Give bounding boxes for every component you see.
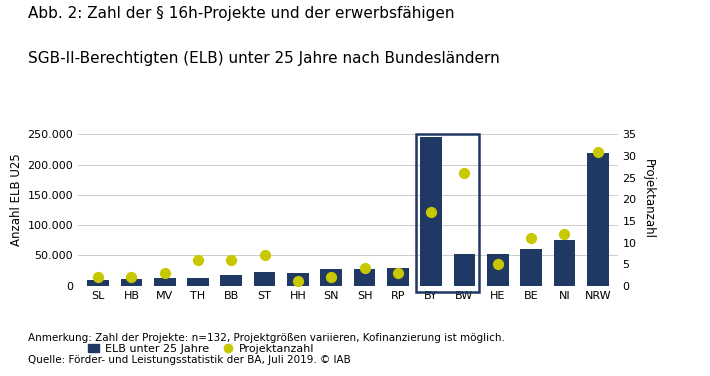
Bar [287, 273, 309, 286]
Point [425, 209, 437, 215]
Point [525, 235, 537, 241]
Bar [121, 279, 142, 286]
Bar [354, 270, 376, 286]
Bar [320, 270, 342, 286]
Point [359, 265, 370, 271]
Point [226, 257, 237, 263]
Point [459, 170, 470, 176]
Bar [520, 249, 542, 286]
Bar [253, 273, 275, 286]
Point [126, 274, 137, 280]
Bar [554, 240, 575, 286]
Bar [587, 153, 608, 286]
Text: Anmerkung: Zahl der Projekte: n=132, Projektgrößen variieren, Kofinanzierung ist: Anmerkung: Zahl der Projekte: n=132, Pro… [28, 333, 506, 343]
Point [559, 231, 570, 237]
Text: SGB-II-Berechtigten (ELB) unter 25 Jahre nach Bundesländern: SGB-II-Berechtigten (ELB) unter 25 Jahre… [28, 51, 500, 66]
Bar [187, 278, 209, 286]
Bar [87, 280, 109, 286]
Bar [387, 268, 409, 286]
Bar [420, 138, 442, 286]
Point [92, 274, 104, 280]
Point [492, 261, 503, 267]
Point [293, 278, 304, 284]
Text: Abb. 2: Zahl der § 16h-Projekte und der erwerbsfähigen: Abb. 2: Zahl der § 16h-Projekte und der … [28, 6, 455, 21]
Bar [221, 276, 242, 286]
Text: Quelle: Förder- und Leistungsstatistik der BA, Juli 2019. © IAB: Quelle: Förder- und Leistungsstatistik d… [28, 355, 351, 365]
Point [592, 149, 604, 155]
Point [326, 274, 337, 280]
Y-axis label: Anzahl ELB U25: Anzahl ELB U25 [11, 153, 23, 246]
Point [392, 270, 403, 276]
Bar [454, 254, 475, 286]
Bar [487, 254, 508, 286]
Point [259, 253, 271, 259]
Legend: ELB unter 25 Jahre, Projektanzahl: ELB unter 25 Jahre, Projektanzahl [84, 340, 319, 359]
Point [159, 270, 170, 276]
Bar [154, 279, 175, 286]
Point [192, 257, 204, 263]
Y-axis label: Projektanzahl: Projektanzahl [643, 159, 655, 239]
